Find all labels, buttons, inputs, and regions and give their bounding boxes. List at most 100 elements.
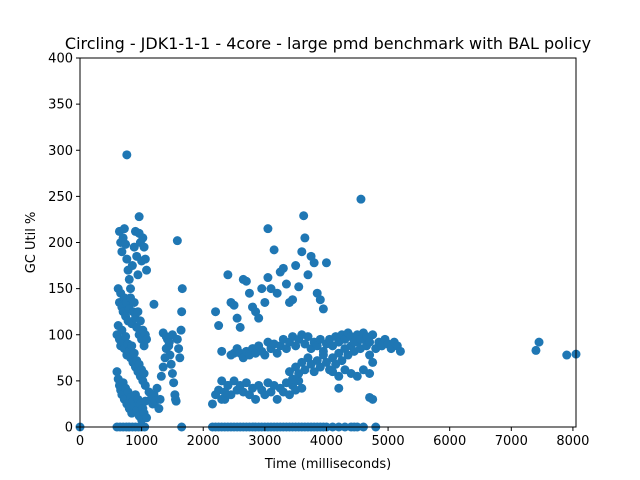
x-axis: 0 1000 2000 3000 4000 5000 6000 7000 8000 [76, 427, 589, 449]
x-tick-label: 5000 [372, 434, 405, 449]
y-tick-label: 250 [48, 190, 73, 205]
data-point [321, 357, 331, 367]
data-point [129, 348, 139, 358]
data-point [251, 394, 261, 404]
data-point [334, 371, 344, 381]
x-axis-label: Time (milliseconds) [264, 457, 391, 472]
data-point [124, 274, 134, 284]
data-point [127, 341, 137, 351]
data-point [365, 350, 375, 360]
data-point [139, 369, 149, 378]
data-point [299, 211, 309, 221]
data-point [117, 247, 127, 257]
data-point [272, 394, 282, 404]
data-points [75, 150, 581, 432]
data-point [121, 239, 131, 249]
data-point [172, 236, 182, 246]
data-point [272, 348, 282, 358]
data-point [152, 383, 162, 393]
data-point [134, 212, 144, 222]
data-point [303, 270, 313, 280]
data-point [297, 247, 307, 257]
data-point [254, 313, 264, 323]
data-point [133, 307, 143, 317]
data-point [158, 362, 168, 372]
data-point [129, 242, 139, 252]
x-tick-label: 6000 [433, 434, 466, 449]
data-point [164, 337, 174, 347]
data-point [133, 270, 143, 280]
data-point [288, 295, 298, 305]
data-point [288, 374, 298, 384]
data-point [165, 350, 175, 360]
data-point [232, 313, 242, 323]
data-point [368, 394, 378, 404]
data-point [315, 362, 325, 372]
data-point [315, 334, 325, 344]
data-point [241, 378, 251, 388]
data-point [139, 242, 149, 252]
data-point [126, 284, 136, 294]
y-axis: 0 50 100 150 200 250 300 350 400 [48, 52, 80, 436]
data-point [269, 245, 279, 255]
y-tick-label: 200 [48, 236, 73, 251]
x-tick-label: 2000 [187, 434, 220, 449]
y-tick-label: 150 [48, 282, 73, 297]
data-point [155, 394, 165, 404]
data-point [284, 390, 294, 400]
data-point [309, 258, 319, 268]
data-point [207, 399, 217, 409]
data-point [121, 332, 131, 342]
data-point [112, 367, 122, 377]
x-tick-label: 8000 [556, 434, 589, 449]
data-point [174, 344, 184, 354]
data-point [119, 224, 129, 234]
data-point [356, 194, 366, 204]
data-point [129, 297, 139, 307]
data-point [531, 345, 541, 355]
data-point [315, 295, 325, 305]
data-point [214, 321, 224, 331]
data-point [365, 369, 375, 378]
data-point [229, 376, 239, 386]
data-point [328, 367, 338, 377]
data-point [334, 383, 344, 393]
data-point [266, 284, 276, 294]
data-point [223, 270, 233, 280]
data-point [300, 233, 310, 243]
data-point [122, 150, 132, 160]
data-point [318, 350, 328, 360]
data-point [217, 346, 227, 356]
data-point [562, 350, 572, 360]
data-point [300, 365, 310, 375]
data-point [297, 383, 307, 393]
data-point [135, 316, 145, 326]
data-point [154, 404, 164, 414]
data-point [138, 233, 148, 243]
data-point [284, 367, 294, 377]
data-point [291, 261, 301, 271]
data-point [140, 254, 150, 264]
data-point [142, 413, 152, 423]
data-point [167, 369, 177, 378]
y-tick-label: 0 [65, 421, 73, 436]
data-point [167, 330, 177, 340]
data-point [177, 284, 187, 294]
data-point [281, 279, 291, 289]
data-point [534, 337, 544, 347]
data-point [309, 367, 319, 377]
data-point [166, 359, 176, 369]
data-point [365, 337, 375, 347]
data-point [257, 284, 267, 294]
x-tick-label: 3000 [248, 434, 281, 449]
data-point [175, 353, 185, 363]
data-point [263, 273, 273, 283]
data-point [176, 325, 186, 335]
data-point [260, 350, 270, 360]
data-point [229, 300, 239, 310]
data-point [334, 348, 344, 358]
data-point [368, 357, 378, 367]
data-point [318, 304, 328, 314]
data-point [169, 378, 179, 388]
